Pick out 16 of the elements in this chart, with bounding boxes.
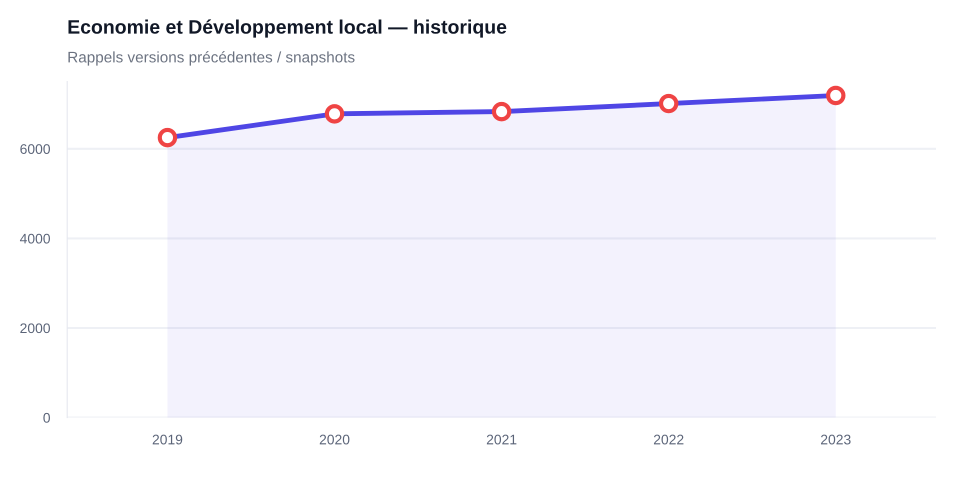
- point: [492, 102, 512, 122]
- point: [658, 94, 678, 114]
- point: [324, 104, 344, 124]
- x-tick-label: 2019: [152, 434, 182, 444]
- x-tick-label: 2020: [320, 434, 350, 444]
- x-tick-label: 2023: [821, 434, 851, 444]
- x-tick-label: 2022: [654, 434, 684, 444]
- y-tick-label: 4000: [20, 234, 50, 244]
- y-tick-label: 0: [43, 412, 50, 423]
- point: [826, 86, 846, 106]
- chart-title: Economie et Développement local — historique: [68, 19, 506, 38]
- x-tick-label: 2021: [486, 434, 516, 444]
- chart-subtitle: Rappels versions précédentes / snapshots: [68, 51, 355, 66]
- y-tick-label: 2000: [20, 323, 50, 334]
- y-tick-label: 6000: [20, 144, 50, 154]
- point: [158, 128, 178, 148]
